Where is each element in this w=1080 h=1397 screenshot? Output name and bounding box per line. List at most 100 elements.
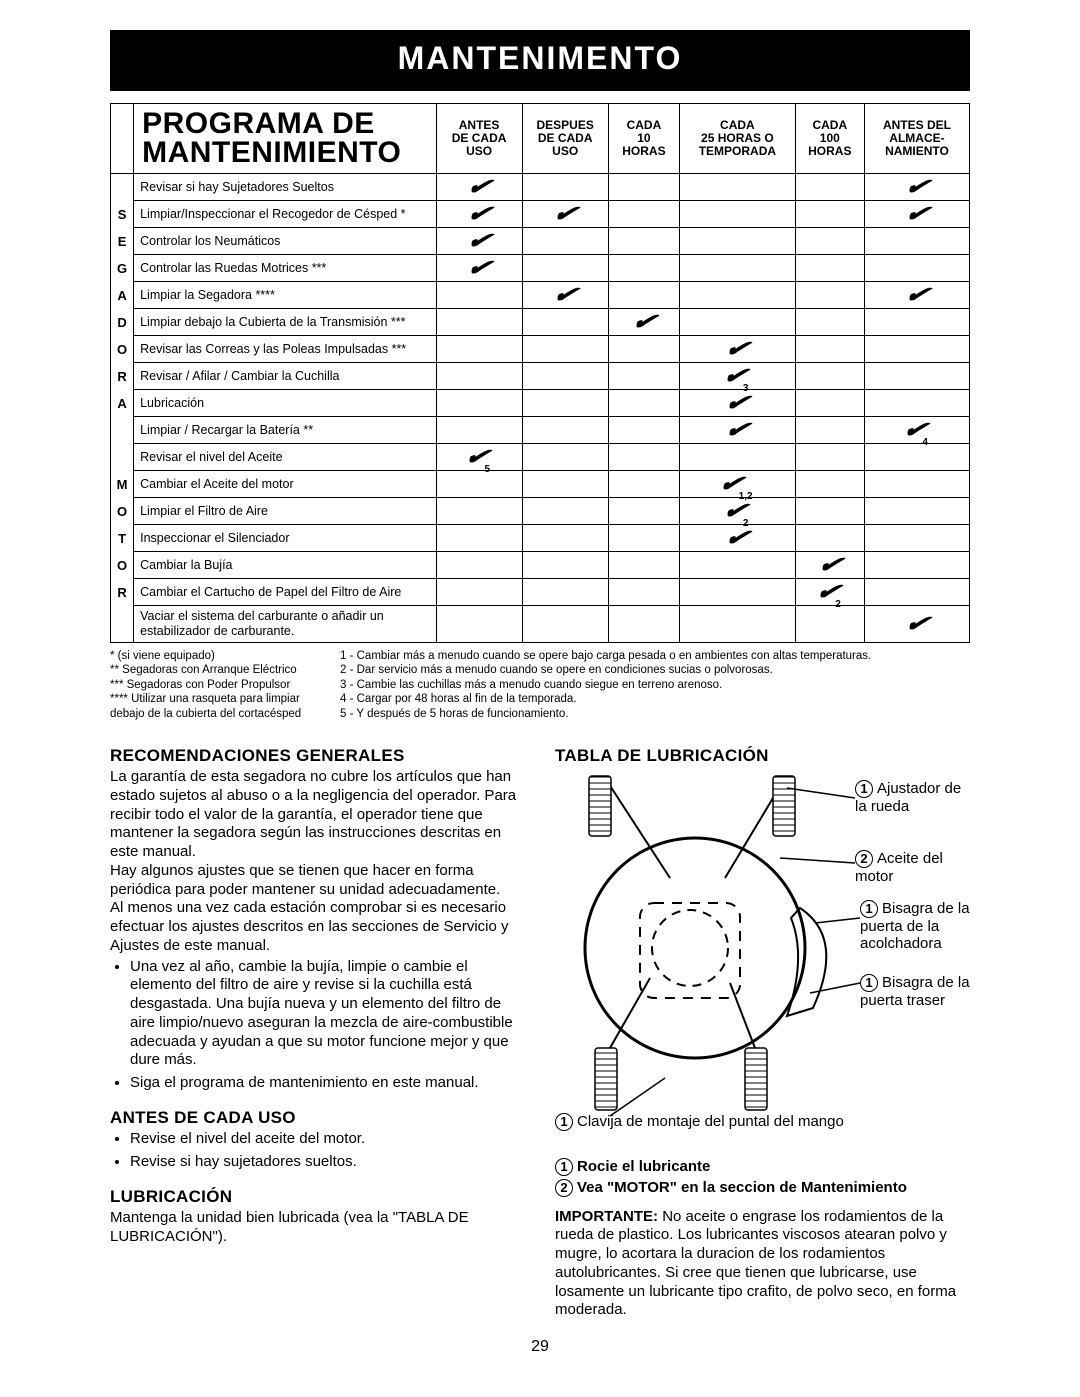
vlabel-2: E — [111, 228, 134, 255]
mark-cell — [864, 228, 969, 255]
vlabel-9 — [111, 417, 134, 444]
mark-cell — [436, 525, 522, 552]
table-title: PROGRAMA DE MANTENIMIENTO — [134, 104, 436, 174]
mark-cell — [522, 336, 608, 363]
mark-cell — [608, 282, 679, 309]
vlabel-12: O — [111, 498, 134, 525]
header-spacer — [111, 104, 134, 174]
task-cell: Limpiar la Segadora **** — [134, 282, 436, 309]
right-column: TABLA DE LUBRICACIÓN — [555, 745, 970, 1320]
legend-2: 2Vea "MOTOR" en la seccion de Mantenimie… — [555, 1179, 970, 1198]
mark-cell — [795, 471, 864, 498]
task-cell: Cambiar la Bujía — [134, 552, 436, 579]
mark-cell — [522, 606, 608, 643]
mark-cell: ✔4 — [864, 417, 969, 444]
mark-cell: ✔ — [864, 282, 969, 309]
mark-cell — [864, 579, 969, 606]
mark-cell: ✔3 — [680, 363, 796, 390]
mark-cell: ✔ — [522, 282, 608, 309]
mark-cell: ✔ — [680, 525, 796, 552]
mark-cell — [864, 255, 969, 282]
task-cell: Inspeccionar el Silenciador — [134, 525, 436, 552]
task-cell: Limpiar/Inspeccionar el Recogedor de Cés… — [134, 201, 436, 228]
mark-cell — [864, 309, 969, 336]
task-cell: Lubricación — [134, 390, 436, 417]
mark-cell — [680, 579, 796, 606]
col-h-5: ANTES DELALMACE-NAMIENTO — [864, 104, 969, 174]
mark-cell — [608, 471, 679, 498]
mark-cell — [522, 498, 608, 525]
mark-cell — [522, 255, 608, 282]
vlabel-1: S — [111, 201, 134, 228]
task-cell: Controlar las Ruedas Motrices *** — [134, 255, 436, 282]
mark-cell — [436, 552, 522, 579]
mark-cell — [608, 444, 679, 471]
mark-cell: ✔ — [608, 309, 679, 336]
p-lubricacion: Mantenga la unidad bien lubricada (vea l… — [110, 1209, 525, 1247]
mark-cell — [436, 579, 522, 606]
task-cell: Cambiar el Aceite del motor — [134, 471, 436, 498]
mark-cell — [608, 336, 679, 363]
mark-cell — [608, 174, 679, 201]
mark-cell — [436, 282, 522, 309]
mark-cell — [608, 390, 679, 417]
mark-cell — [436, 498, 522, 525]
mark-cell — [680, 282, 796, 309]
footnote-row: **** Utilizar una rasqueta para limpiar4… — [110, 692, 970, 706]
mark-cell: ✔1,2 — [680, 471, 796, 498]
mark-cell — [680, 174, 796, 201]
mark-cell — [795, 417, 864, 444]
mark-cell — [522, 471, 608, 498]
vlabel-3: G — [111, 255, 134, 282]
mark-cell — [864, 390, 969, 417]
vlabel-14: O — [111, 552, 134, 579]
vlabel-5: D — [111, 309, 134, 336]
col-h-4: CADA100HORAS — [795, 104, 864, 174]
mark-cell: ✔5 — [436, 444, 522, 471]
mark-cell — [436, 390, 522, 417]
mark-cell — [608, 606, 679, 643]
task-cell: Controlar los Neumáticos — [134, 228, 436, 255]
vlabel-4: A — [111, 282, 134, 309]
task-cell: Revisar las Correas y las Poleas Impulsa… — [134, 336, 436, 363]
mark-cell — [522, 444, 608, 471]
p-warranty: La garantía de esta segadora no cubre lo… — [110, 768, 525, 862]
mark-cell: ✔ — [864, 174, 969, 201]
mark-cell — [795, 390, 864, 417]
vlabel-8: A — [111, 390, 134, 417]
left-column: RECOMENDACIONES GENERALES La garantía de… — [110, 745, 525, 1320]
mark-cell — [795, 606, 864, 643]
p-check: Al menos una vez cada estación comprobar… — [110, 899, 525, 955]
label-bisagra-tras: 1Bisagra de la puerta traser — [860, 974, 970, 1009]
vlabel-0 — [111, 174, 134, 201]
p-adjust: Hay algunos ajustes que se tienen que ha… — [110, 862, 525, 900]
mark-cell — [522, 363, 608, 390]
mark-cell — [522, 228, 608, 255]
h-antes: ANTES DE CADA USO — [110, 1107, 525, 1128]
bullet-fasteners: Revise si hay sujetadores sueltos. — [130, 1153, 525, 1172]
mark-cell — [522, 309, 608, 336]
page-number: 29 — [110, 1338, 970, 1356]
mark-cell — [436, 336, 522, 363]
mark-cell — [864, 444, 969, 471]
footnote-row: * (si viene equipado)1 - Cambiar más a m… — [110, 649, 970, 663]
mark-cell — [864, 363, 969, 390]
mark-cell — [864, 336, 969, 363]
mark-cell — [795, 174, 864, 201]
vlabel-16 — [111, 606, 134, 643]
mark-cell — [608, 417, 679, 444]
label-ajustador: 1Ajustador de la rueda — [855, 780, 970, 815]
mark-cell — [680, 606, 796, 643]
mark-cell — [436, 363, 522, 390]
task-cell: Vaciar el sistema del carburante o añadi… — [134, 606, 436, 643]
mark-cell — [608, 363, 679, 390]
mark-cell — [436, 471, 522, 498]
h-lubricacion: LUBRICACIÓN — [110, 1186, 525, 1207]
mark-cell — [608, 228, 679, 255]
mark-cell — [522, 525, 608, 552]
mark-cell: ✔ — [436, 228, 522, 255]
mark-cell — [864, 525, 969, 552]
bullet-oil: Revise el nivel del aceite del motor. — [130, 1130, 525, 1149]
mark-cell: ✔ — [436, 201, 522, 228]
footnote-row: debajo de la cubierta del cortacésped5 -… — [110, 707, 970, 721]
